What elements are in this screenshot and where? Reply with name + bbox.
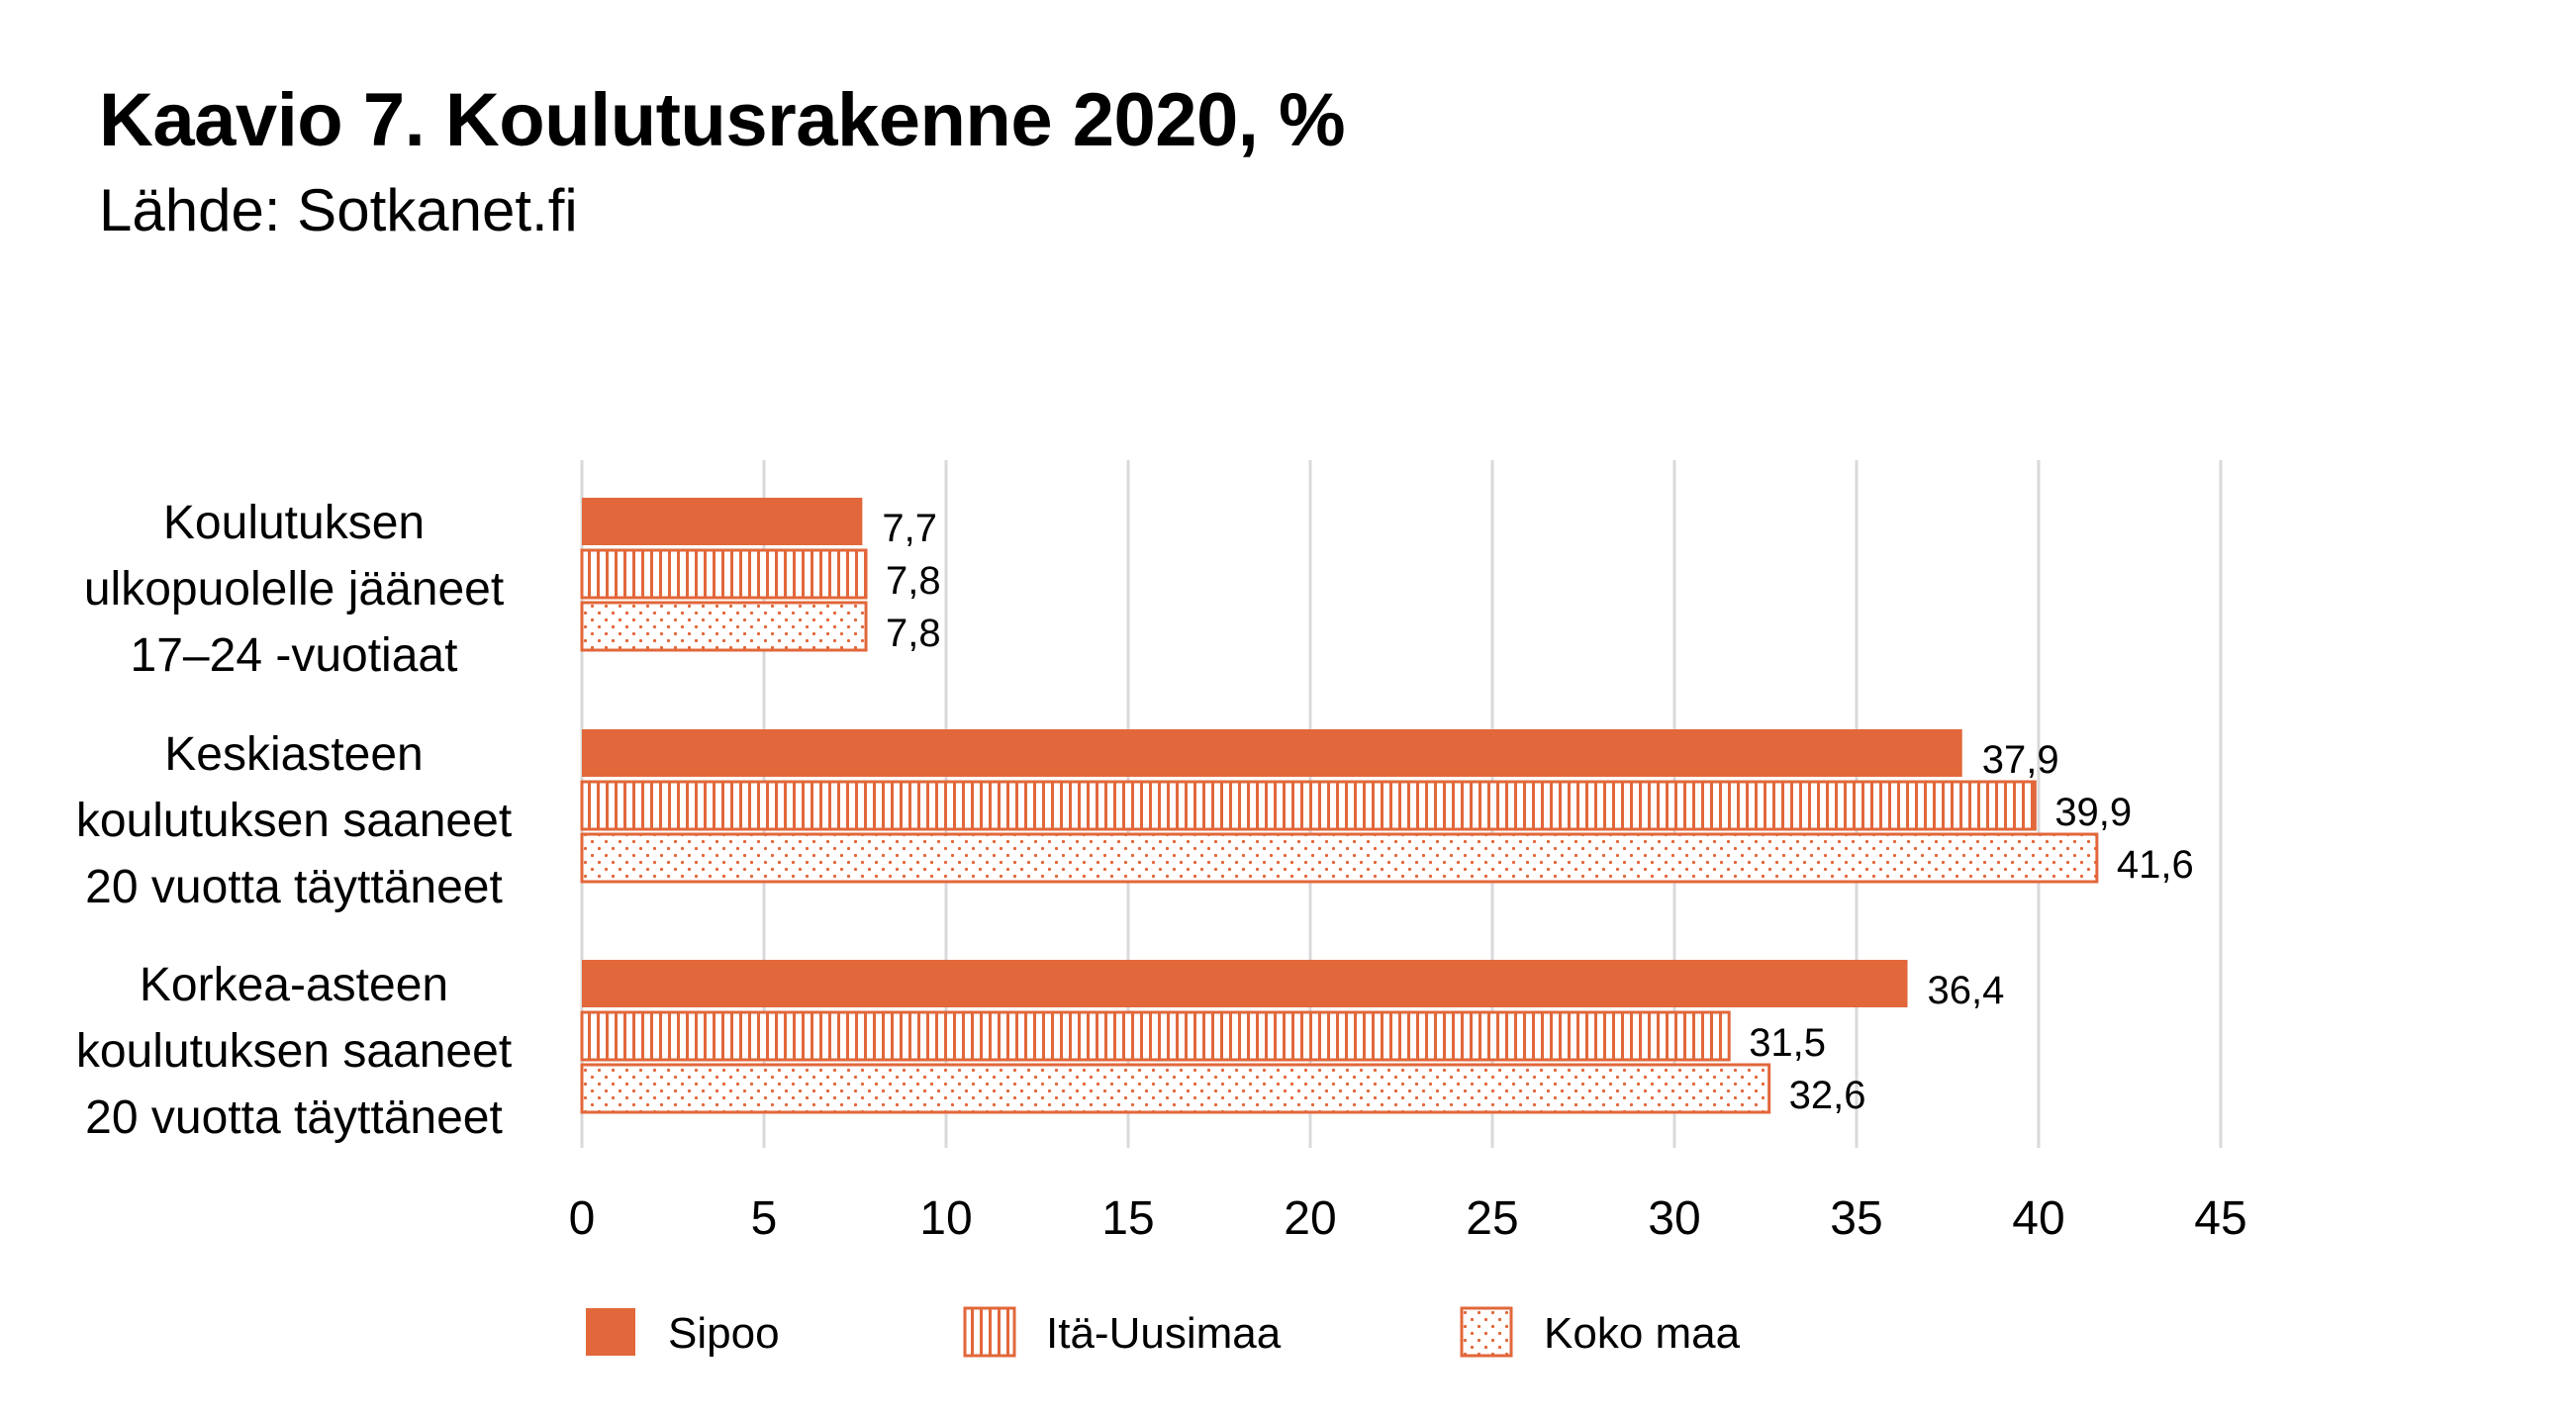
data-label: 37,9 bbox=[1982, 738, 2059, 782]
data-label: 32,6 bbox=[1789, 1074, 1866, 1117]
legend-swatch bbox=[963, 1306, 1016, 1358]
chart-title: Kaavio 7. Koulutusrakenne 2020, % bbox=[99, 78, 1346, 162]
legend-label: Koko maa bbox=[1544, 1309, 1741, 1358]
category-label: koulutuksen saaneet bbox=[76, 1025, 512, 1078]
value-labels-group: 7,7 7,8 7,8 37,9 39,9 41,6 36,4 31,5 32,6 bbox=[882, 507, 2193, 1117]
category-label: 17–24 -vuotiaat bbox=[131, 629, 458, 682]
x-tick-label: 20 bbox=[1284, 1192, 1336, 1245]
x-tick-label: 0 bbox=[569, 1192, 596, 1245]
category-label: 20 vuotta täyttäneet bbox=[85, 861, 503, 913]
bar-it-uusimaa bbox=[580, 1010, 1731, 1062]
bar-sipoo bbox=[582, 960, 1908, 1007]
legend-label: Itä-Uusimaa bbox=[1046, 1309, 1282, 1358]
x-tick-label: 15 bbox=[1101, 1192, 1154, 1245]
chart-subtitle: Lähde: Sotkanet.fi bbox=[99, 177, 578, 243]
x-tick-label: 25 bbox=[1466, 1192, 1518, 1245]
data-label: 39,9 bbox=[2054, 791, 2132, 834]
bar-sipoo bbox=[582, 498, 863, 545]
data-label: 7,8 bbox=[886, 612, 941, 655]
x-tick-label: 40 bbox=[2012, 1192, 2064, 1245]
x-tick-label: 5 bbox=[751, 1192, 778, 1245]
category-label: Koulutuksen bbox=[163, 497, 425, 549]
bar-it-uusimaa bbox=[580, 548, 868, 600]
bar-it-uusimaa bbox=[580, 780, 2037, 831]
legend-label: Sipoo bbox=[668, 1309, 780, 1358]
bars-group bbox=[580, 498, 2099, 1114]
category-label: koulutuksen saaneet bbox=[76, 795, 512, 847]
bar-koko-maa bbox=[580, 601, 868, 652]
category-labels-group: Koulutuksen ulkopuolelle jääneet 17–24 -vu… bbox=[76, 497, 512, 1144]
data-label: 41,6 bbox=[2117, 843, 2194, 887]
bar-koko-maa bbox=[580, 832, 2099, 884]
data-label: 7,8 bbox=[886, 559, 941, 603]
bar-koko-maa bbox=[580, 1063, 1771, 1114]
category-label: ulkopuolelle jääneet bbox=[84, 563, 504, 615]
x-tick-label: 10 bbox=[919, 1192, 972, 1245]
category-label: Keskiasteen bbox=[164, 728, 424, 781]
data-label: 36,4 bbox=[1928, 969, 2005, 1012]
x-tick-label: 35 bbox=[1830, 1192, 1882, 1245]
data-label: 31,5 bbox=[1749, 1021, 1826, 1065]
bar-sipoo bbox=[582, 729, 1962, 777]
legend-swatch bbox=[1460, 1306, 1513, 1358]
x-tick-label: 45 bbox=[2194, 1192, 2246, 1245]
category-label: Korkea-asteen bbox=[140, 959, 448, 1011]
category-label: 20 vuotta täyttäneet bbox=[85, 1091, 503, 1144]
x-tick-labels-group: 0 5 10 15 20 25 30 35 40 45 bbox=[569, 1192, 2247, 1245]
x-tick-label: 30 bbox=[1648, 1192, 1700, 1245]
data-label: 7,7 bbox=[882, 507, 937, 550]
legend-swatch bbox=[586, 1308, 635, 1356]
legend: Sipoo Itä-Uusimaa Koko maa bbox=[586, 1306, 1741, 1358]
